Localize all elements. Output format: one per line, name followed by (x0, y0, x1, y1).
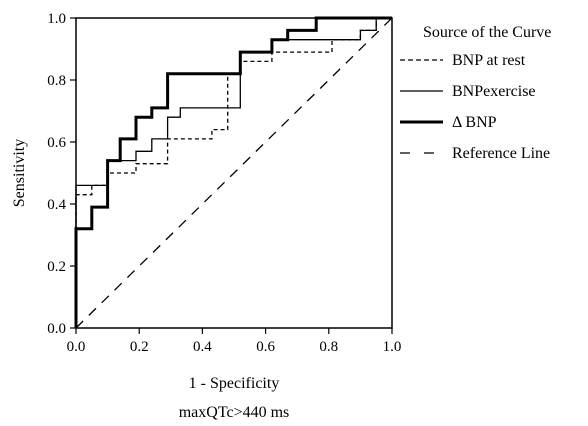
series-line-2 (74, 16, 392, 328)
legend-label-0: BNP at rest (452, 52, 526, 69)
series-line-0 (75, 17, 392, 328)
y-tick-label: 0.8 (47, 73, 66, 89)
axis-labels: 1 - Specificity Sensitivity maxQTc>440 ms (11, 139, 289, 421)
x-tick-label: 1.0 (383, 339, 402, 355)
y-tick-label: 0.6 (47, 135, 66, 151)
axis-ticks: 0.0 0.2 0.4 0.6 0.8 1.0 0.0 0.2 0.4 0.6 0.8 1.0 (47, 11, 401, 355)
y-tick-label: 0.2 (47, 259, 66, 275)
legend: Source of the Curve BNP at rest BNPexercis… (400, 24, 551, 162)
y-tick-label: 1.0 (47, 11, 66, 27)
y-tick-label: 0.4 (47, 197, 66, 213)
x-tick-label: 0.8 (319, 339, 338, 355)
legend-title: Source of the Curve (423, 24, 551, 41)
chart-caption: maxQTc>440 ms (179, 404, 290, 421)
legend-label-1: BNPexercise (452, 83, 536, 100)
legend-label-2: Δ BNP (452, 114, 497, 131)
series-line-3 (75, 17, 393, 329)
y-axis-title: Sensitivity (11, 139, 28, 207)
x-axis-title: 1 - Specificity (189, 375, 280, 392)
x-tick-label: 0.2 (130, 339, 149, 355)
legend-label-3: Reference Line (452, 145, 550, 162)
x-tick-label: 0.6 (256, 339, 275, 355)
series-layer (74, 16, 393, 329)
plot-area (75, 17, 393, 329)
x-tick-label: 0.0 (67, 339, 86, 355)
x-tick-label: 0.4 (193, 339, 212, 355)
plot-border (75, 17, 393, 329)
y-tick-label: 0.0 (47, 321, 66, 337)
